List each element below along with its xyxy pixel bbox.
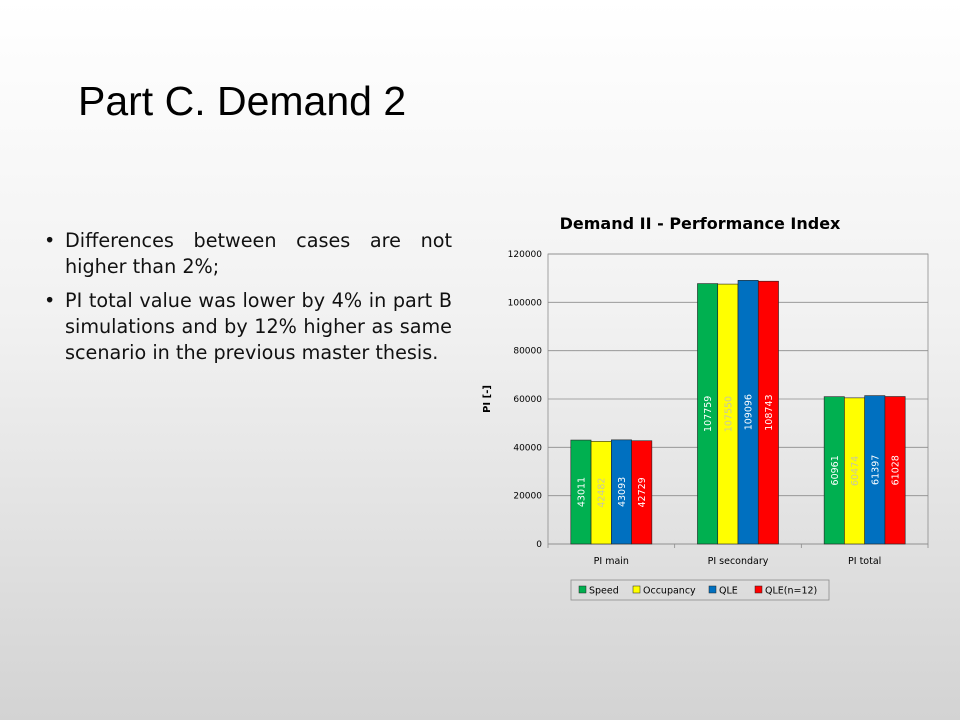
legend-swatch xyxy=(632,585,641,594)
y-tick-label: 0 xyxy=(536,540,542,550)
performance-index-chart: Demand II - Performance Index 0 20000 4000… xyxy=(482,214,929,601)
data-label: 60961 xyxy=(830,455,841,485)
legend: Speed Occupancy QLE QLE(n=12) xyxy=(570,579,830,601)
data-label: 108743 xyxy=(764,394,775,430)
y-tick-label: 60000 xyxy=(513,395,542,405)
legend-swatch xyxy=(578,585,587,594)
slide-title: Part C. Demand 2 xyxy=(78,78,407,124)
data-label: 107759 xyxy=(703,396,714,432)
bullet-item: PI total value was lower by 4% in part B… xyxy=(44,288,452,366)
data-label: 42729 xyxy=(637,477,648,507)
legend-swatch xyxy=(754,585,763,594)
data-label: 43093 xyxy=(617,477,628,507)
data-label: 61028 xyxy=(891,455,902,485)
legend-label: Occupancy xyxy=(643,586,696,597)
bullet-list: Differences between cases are not higher… xyxy=(44,228,452,374)
bar xyxy=(884,396,906,545)
bars xyxy=(570,280,906,545)
data-label: 60474 xyxy=(850,456,861,486)
y-axis-label: PI [-] xyxy=(482,385,493,413)
legend-swatch xyxy=(708,585,717,594)
data-labels: 43011 107759 60961 42482 107550 60474 43093 109… xyxy=(576,394,901,508)
y-tick-label: 80000 xyxy=(513,347,542,357)
legend-label: QLE xyxy=(719,586,738,597)
y-tick-label: 40000 xyxy=(513,443,542,453)
data-label: 61397 xyxy=(870,455,881,485)
data-label: 107550 xyxy=(723,396,734,432)
data-label: 109096 xyxy=(744,394,755,430)
y-tick-label: 120000 xyxy=(508,250,543,260)
bullet-item: Differences between cases are not higher… xyxy=(44,228,452,280)
data-label: 42482 xyxy=(597,478,608,508)
legend-label: Speed xyxy=(589,586,619,597)
axes: 0 20000 40000 60000 80000 100000 120000 PI main… xyxy=(508,250,929,567)
chart-title: Demand II - Performance Index xyxy=(560,214,841,233)
data-label: 43011 xyxy=(576,477,587,507)
legend-label: QLE(n=12) xyxy=(765,586,817,597)
y-tick-label: 20000 xyxy=(513,492,542,502)
x-tick-label: PI main xyxy=(594,556,629,567)
bar xyxy=(757,280,779,545)
bar xyxy=(631,440,653,545)
x-tick-label: PI total xyxy=(848,556,881,567)
x-tick-label: PI secondary xyxy=(708,556,769,567)
y-tick-label: 100000 xyxy=(508,298,543,308)
legend-box xyxy=(570,579,830,601)
